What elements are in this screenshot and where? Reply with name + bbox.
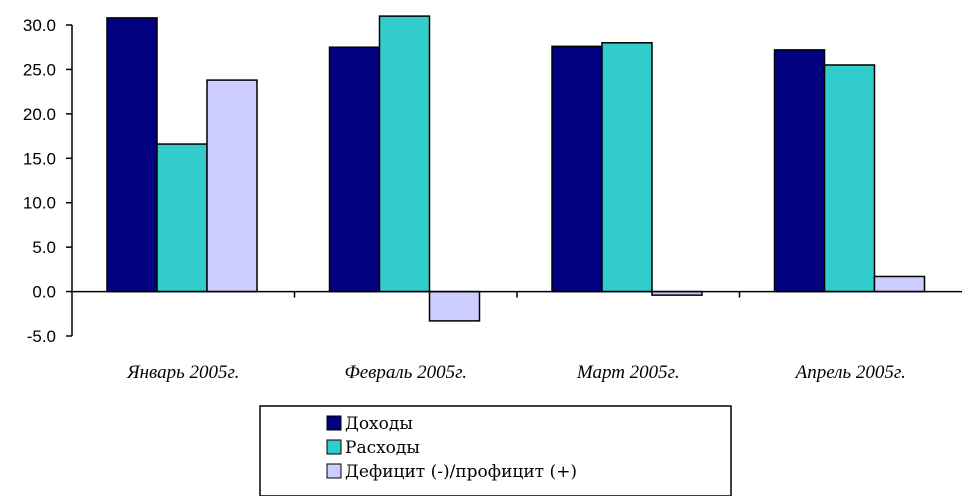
legend: Доходы Расходы Дефицит (-)/профицит (+) xyxy=(259,405,732,497)
legend-label-2: Расходы xyxy=(345,438,420,458)
legend-swatch-1 xyxy=(326,415,342,431)
y-tick-label-2: 25.0 xyxy=(23,60,56,79)
x-tick-label-1: Январь 2005г. xyxy=(126,362,239,383)
bar-2-1 xyxy=(156,143,208,293)
legend-label-1: Доходы xyxy=(345,414,413,434)
axes-layer xyxy=(66,24,962,337)
y-tick-label-7: 0.0 xyxy=(32,283,56,302)
x-tick-label-3: Март 2005г. xyxy=(576,362,680,383)
x-tick-label-4: Апрель 2005г. xyxy=(794,362,906,383)
bar-3-2 xyxy=(428,290,481,322)
bar-1-4 xyxy=(773,49,826,293)
y-tick-label-3: 20.0 xyxy=(23,105,56,124)
legend-swatch-3 xyxy=(326,463,342,479)
bar-3-1 xyxy=(206,79,258,293)
y-tick-label-1: 30.0 xyxy=(23,16,56,35)
legend-label-3: Дефицит (-)/профицит (+) xyxy=(345,462,577,482)
x-tick-label-2: Февраль 2005г. xyxy=(344,362,467,383)
bar-3-4 xyxy=(873,275,926,293)
bar-1-2 xyxy=(328,46,381,293)
y-tick-label-4: 15.0 xyxy=(23,149,56,168)
y-tick-label-6: 5.0 xyxy=(32,238,56,257)
bar-1-1 xyxy=(106,17,158,293)
legend-swatch-2 xyxy=(326,439,342,455)
bar-2-4 xyxy=(823,64,876,293)
labels-layer: 30.0 25.0 20.0 15.0 10.0 5.0 0.0 -5.0 Январь 200… xyxy=(23,16,906,383)
bars-layer xyxy=(106,15,926,322)
y-tick-label-5: 10.0 xyxy=(23,194,56,213)
bar-1-3 xyxy=(551,45,603,293)
bar-2-3 xyxy=(601,42,653,293)
bar-2-2 xyxy=(378,15,431,293)
y-tick-label-8: -5.0 xyxy=(27,327,56,346)
